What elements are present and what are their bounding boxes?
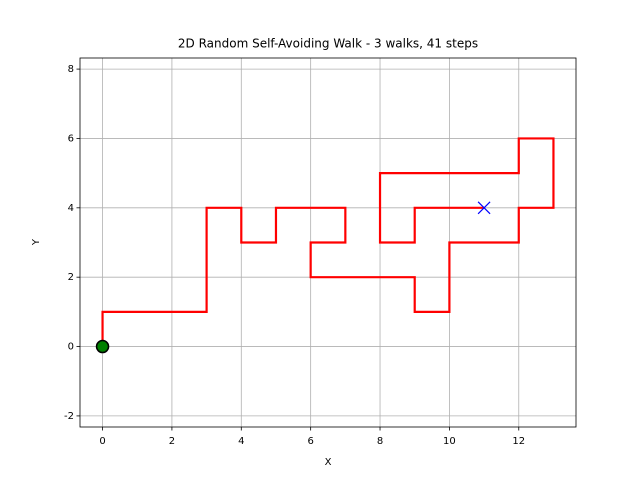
y-tick-label: 0 — [68, 342, 74, 353]
x-tick-label: 4 — [238, 436, 244, 447]
y-tick-label: 2 — [68, 272, 74, 283]
y-axis-label: Y — [31, 238, 42, 246]
x-tick-label: 8 — [377, 436, 383, 447]
x-tick-label: 6 — [307, 436, 313, 447]
x-axis-label: X — [325, 457, 332, 468]
x-tick-label: 0 — [99, 436, 105, 447]
y-tick-label: -2 — [64, 411, 74, 422]
x-tick-label: 10 — [443, 436, 456, 447]
y-tick-label: 4 — [68, 203, 74, 214]
walk-line — [101, 137, 555, 347]
y-tick-label: 6 — [68, 133, 74, 144]
chart-title: 2D Random Self-Avoiding Walk - 3 walks, … — [178, 37, 478, 51]
end-marker — [477, 201, 491, 215]
y-tick-label: 8 — [68, 64, 74, 75]
start-marker — [95, 339, 110, 354]
axes-frame — [79, 57, 577, 428]
x-tick-label: 12 — [512, 436, 525, 447]
x-tick-label: 2 — [169, 436, 175, 447]
